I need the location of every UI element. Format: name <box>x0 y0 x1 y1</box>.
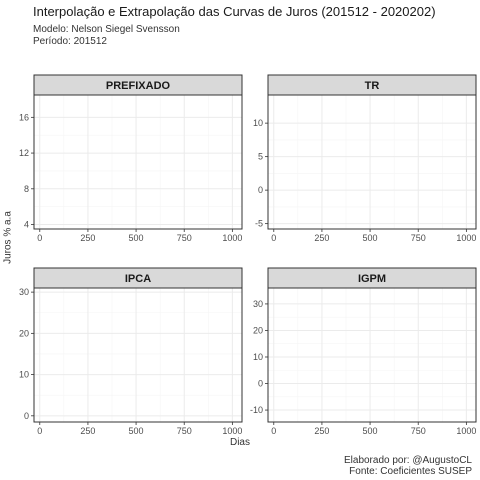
x-tick-label-tr: 1000 <box>456 233 476 243</box>
caption-source: Fonte: Coeficientes SUSEP <box>349 466 472 477</box>
panel-background-ipca <box>34 288 242 422</box>
caption-author: Elaborado por: @AugustoCL <box>344 455 472 466</box>
x-tick-label-prefixado: 1000 <box>222 233 242 243</box>
x-tick-label-ipca: 0 <box>37 426 42 436</box>
x-tick-label-igpm: 250 <box>314 426 329 436</box>
x-axis-label: Dias <box>0 437 480 448</box>
x-tick-label-prefixado: 0 <box>37 233 42 243</box>
y-tick-label-prefixado: 4 <box>24 220 29 230</box>
x-tick-label-igpm: 1000 <box>456 426 476 436</box>
y-tick-label-ipca: 10 <box>19 370 29 380</box>
y-axis-label: Juros % a.a <box>3 208 14 268</box>
y-tick-label-tr: 10 <box>253 118 263 128</box>
y-tick-label-prefixado: 16 <box>19 112 29 122</box>
x-tick-label-prefixado: 250 <box>80 233 95 243</box>
x-tick-label-igpm: 750 <box>411 426 426 436</box>
panel-background-igpm <box>268 288 476 422</box>
y-tick-label-igpm: 10 <box>253 352 263 362</box>
y-tick-label-tr: 5 <box>258 152 263 162</box>
y-tick-label-igpm: 20 <box>253 325 263 335</box>
x-tick-label-ipca: 500 <box>129 426 144 436</box>
x-tick-label-igpm: 500 <box>363 426 378 436</box>
y-tick-label-igpm: -10 <box>250 405 263 415</box>
panel-background-tr <box>268 95 476 229</box>
facet-label-igpm: IGPM <box>358 273 386 285</box>
y-tick-label-prefixado: 8 <box>24 184 29 194</box>
x-tick-label-prefixado: 500 <box>129 233 144 243</box>
y-tick-label-ipca: 30 <box>19 287 29 297</box>
panel-background-prefixado <box>34 95 242 229</box>
y-tick-label-prefixado: 12 <box>19 148 29 158</box>
x-tick-label-ipca: 750 <box>177 426 192 436</box>
y-tick-label-ipca: 0 <box>24 411 29 421</box>
facet-label-tr: TR <box>365 80 380 92</box>
x-tick-label-ipca: 250 <box>80 426 95 436</box>
y-tick-label-igpm: 30 <box>253 299 263 309</box>
x-tick-label-prefixado: 750 <box>177 233 192 243</box>
y-tick-label-ipca: 20 <box>19 328 29 338</box>
x-tick-label-igpm: 0 <box>271 426 276 436</box>
x-tick-label-tr: 0 <box>271 233 276 243</box>
y-tick-label-tr: 0 <box>258 185 263 195</box>
facet-label-ipca: IPCA <box>125 273 151 285</box>
x-tick-label-tr: 500 <box>363 233 378 243</box>
x-tick-label-ipca: 1000 <box>222 426 242 436</box>
x-tick-label-tr: 750 <box>411 233 426 243</box>
facet-label-prefixado: PREFIXADO <box>106 80 171 92</box>
y-tick-label-tr: -5 <box>255 219 263 229</box>
x-tick-label-tr: 250 <box>314 233 329 243</box>
y-tick-label-igpm: 0 <box>258 379 263 389</box>
